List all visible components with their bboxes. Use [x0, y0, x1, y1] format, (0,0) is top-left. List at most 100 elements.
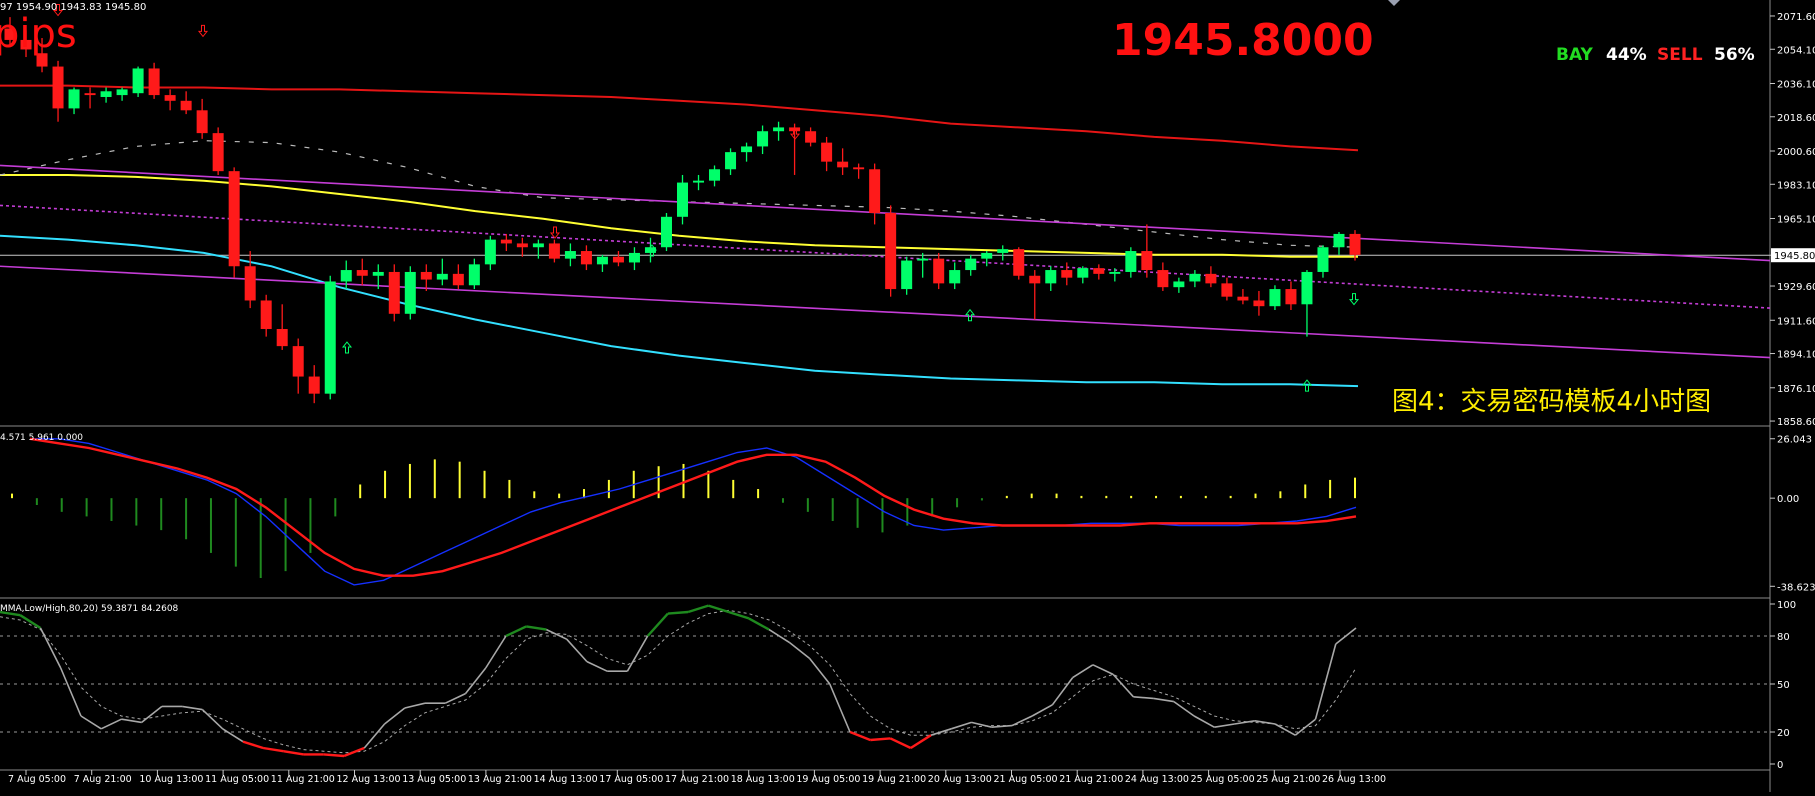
stochastic-main-segment — [1193, 715, 1215, 728]
stochastic-main-segment — [363, 723, 386, 749]
time-tick-label: 20 Aug 13:00 — [928, 774, 992, 785]
price-tick-label: 1965.10 — [1777, 215, 1815, 226]
candle-body — [725, 152, 737, 170]
stochastic-main-segment — [1112, 673, 1134, 698]
stochastic-main-segment — [1031, 704, 1053, 717]
down-arrow-icon — [549, 226, 561, 239]
stochastic-main-segment — [201, 709, 224, 730]
scroll-marker-icon[interactable] — [1388, 0, 1400, 6]
candle-body — [628, 252, 640, 263]
candle-body — [1285, 289, 1297, 305]
stochastic-main-segment — [404, 702, 426, 709]
stochastic-main-segment — [384, 707, 406, 725]
time-tick-label: 24 Aug 13:00 — [1125, 774, 1189, 785]
time-tick-label: 19 Aug 21:00 — [862, 774, 926, 785]
stochastic-main-segment — [1173, 700, 1195, 717]
macd-tick-label: 26.043 — [1777, 435, 1812, 446]
upper-band-line — [0, 84, 1359, 152]
channel-upper-line — [0, 164, 1771, 262]
time-tick-label: 17 Aug 21:00 — [665, 774, 729, 785]
candle-body — [340, 270, 352, 282]
candle-body — [997, 249, 1009, 253]
macd-readout: 4.571 5.961 0.000 — [0, 433, 83, 443]
candle-body — [1221, 283, 1233, 297]
stochastic-readout: MMA,Low/High,80,20) 59.3871 84.2608 — [0, 604, 179, 614]
candle-body — [596, 256, 608, 265]
stochastic-main-segment — [464, 667, 487, 695]
signal-arrows — [52, 4, 1360, 392]
candle-body — [1125, 251, 1137, 272]
time-tick-label: 13 Aug 05:00 — [402, 774, 466, 785]
stochastic-main-segment — [930, 728, 952, 736]
stochastic-main-segment — [0, 610, 21, 617]
candle-body — [244, 266, 256, 301]
candle-body — [1349, 233, 1361, 255]
stochastic-main-segment — [586, 660, 608, 672]
candle-body — [580, 251, 592, 265]
stochastic-main-segment — [1153, 697, 1174, 703]
price-axis: 2071.60 2054.10 2036.10 2018.60 2000.60 1983.… — [1770, 12, 1815, 428]
price-tick-label: 1983.10 — [1777, 180, 1815, 191]
candle-body — [484, 239, 496, 265]
candle-body — [564, 251, 576, 259]
time-tick-label: 10 Aug 13:00 — [139, 774, 203, 785]
candle-body — [757, 131, 769, 147]
candle-body — [52, 66, 64, 109]
time-tick-label: 19 Aug 05:00 — [796, 774, 860, 785]
macd-signal-line — [29, 437, 1357, 577]
up-arrow-icon — [1301, 379, 1313, 392]
stochastic-main-segment — [626, 635, 649, 672]
candle-body — [36, 53, 48, 67]
stochastic-main-segment — [566, 638, 588, 663]
candle-body — [837, 161, 849, 168]
time-tick-label: 11 Aug 05:00 — [205, 774, 269, 785]
stochastic-main-segment — [971, 721, 992, 728]
stochastic-main-segment — [788, 641, 811, 660]
candle-body — [1301, 271, 1313, 305]
candle-body — [228, 171, 240, 267]
candle-body — [1157, 270, 1169, 288]
candle-body — [773, 127, 785, 132]
stochastic-main-segment — [808, 657, 831, 685]
lower-band-line — [0, 234, 1359, 388]
time-tick-label: 21 Aug 05:00 — [994, 774, 1058, 785]
candle-body — [1173, 281, 1185, 288]
stochastic-main-segment — [526, 625, 547, 631]
price-tick-label: 2036.10 — [1777, 79, 1815, 90]
candle-body — [709, 169, 721, 181]
current-price-label: 1945.80 — [1774, 251, 1815, 262]
candle-body — [949, 270, 961, 284]
candle-body — [901, 260, 913, 290]
time-tick-label: 12 Aug 13:00 — [337, 774, 401, 785]
stochastic-main-segment — [1335, 627, 1357, 645]
candle-body — [1093, 268, 1105, 274]
candle-body — [805, 131, 817, 143]
candle-body — [180, 100, 192, 111]
macd-tick-label: 0.00 — [1777, 494, 1799, 505]
stochastic-main-segment — [667, 610, 689, 615]
time-tick-label: 17 Aug 05:00 — [599, 774, 663, 785]
stochastic-main-segment — [242, 740, 264, 750]
price-tick-label: 2054.10 — [1777, 45, 1815, 56]
stochastic-main-segment — [182, 705, 203, 711]
candle-body — [532, 243, 544, 248]
stochastic-main-segment — [889, 737, 912, 750]
stochastic-tick-label: 80 — [1777, 632, 1790, 643]
stochastic-main-segment — [1092, 664, 1114, 676]
time-tick-label: 21 Aug 21:00 — [1059, 774, 1123, 785]
candle-body — [4, 28, 16, 40]
time-tick-label: 25 Aug 21:00 — [1256, 774, 1320, 785]
stochastic-main-segment — [728, 610, 750, 620]
stochastic-main-segment — [262, 746, 284, 753]
stochastic-tick-label: 100 — [1777, 600, 1796, 611]
candle-body — [356, 270, 368, 276]
stochastic-main-segment — [121, 718, 142, 724]
down-arrow-icon — [1348, 293, 1360, 306]
down-arrow-icon — [52, 4, 64, 17]
price-tick-label: 2071.60 — [1777, 12, 1815, 23]
stochastic-main-segment — [39, 627, 62, 669]
stochastic-main-segment — [707, 604, 729, 614]
stochastic-main-segment — [870, 737, 891, 742]
